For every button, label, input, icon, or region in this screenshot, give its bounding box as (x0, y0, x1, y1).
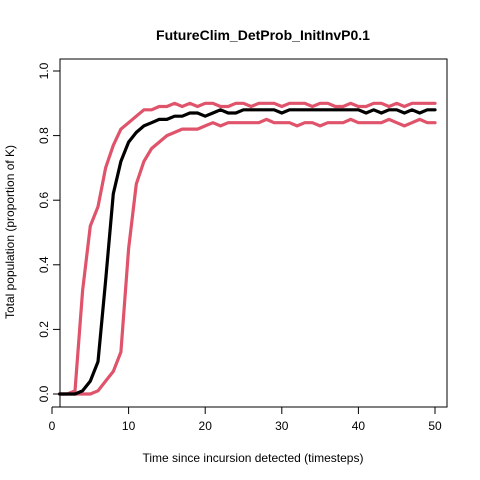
chart-title: FutureClim_DetProb_InitInvP0.1 (156, 27, 370, 43)
series-line-1 (58, 101, 437, 396)
y-tick-label: 0.6 (37, 192, 51, 209)
y-tick-label: 0.8 (37, 127, 51, 144)
x-tick-label: 20 (199, 419, 213, 433)
y-tick-label: 0.0 (37, 385, 51, 402)
y-axis: 0.0 0.2 0.4 0.6 0.8 1.0 (37, 62, 61, 402)
y-tick-label: 0.2 (37, 321, 51, 338)
x-tick-label: 10 (122, 419, 136, 433)
x-tick-label: 0 (49, 419, 56, 433)
series-line-0 (58, 108, 437, 396)
series-layer (58, 101, 437, 396)
x-tick-label: 50 (428, 419, 442, 433)
x-axis-label: Time since incursion detected (timesteps… (143, 451, 364, 465)
y-tick-label: 0.4 (37, 256, 51, 273)
plot-area (58, 58, 448, 408)
series-line-2 (58, 117, 437, 396)
x-tick-label: 30 (275, 419, 289, 433)
x-tick-label: 40 (352, 419, 366, 433)
y-tick-label: 1.0 (37, 62, 51, 79)
x-axis: 0 10 20 30 40 50 (49, 406, 442, 433)
y-axis-label: Total population (proportion of K) (3, 145, 17, 319)
